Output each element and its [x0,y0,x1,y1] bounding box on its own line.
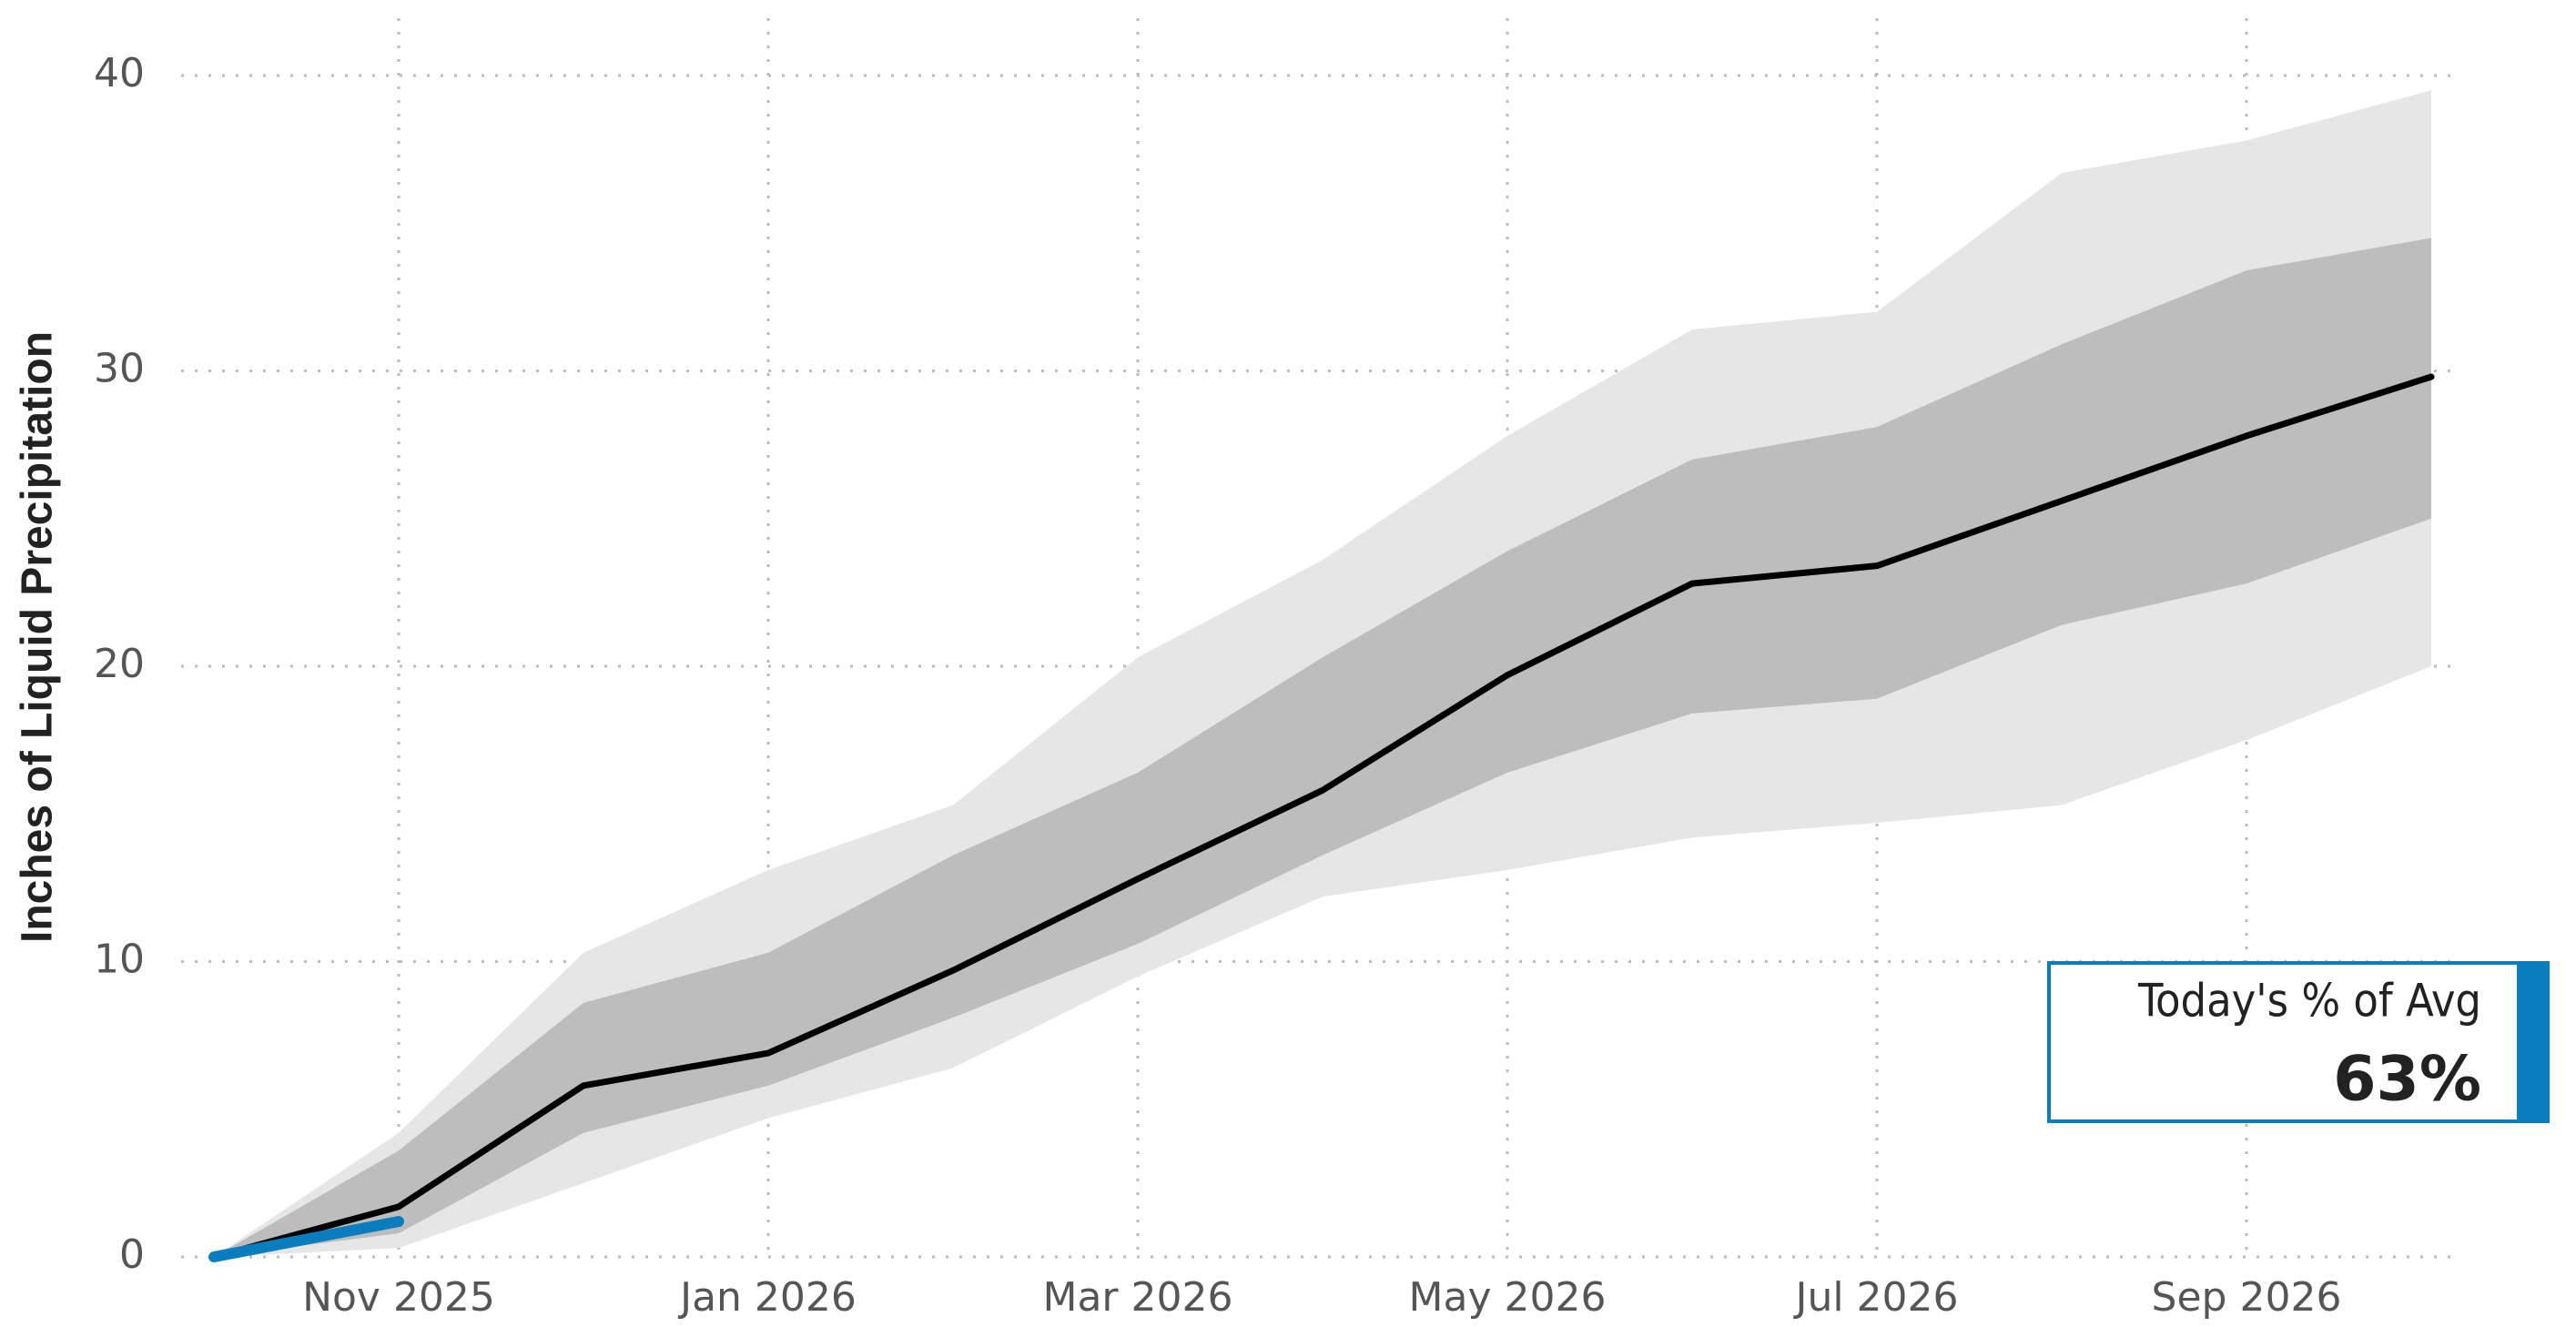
x-tick-label: Jan 2026 [677,1274,857,1321]
band [214,238,2431,1258]
callout-title: Today's % of Avg [2137,975,2481,1028]
y-axis-label: Inches of Liquid Precipitation [14,331,62,943]
line [208,1216,404,1262]
x-tick-label: May 2026 [1409,1274,1607,1321]
y-tick-label: 30 [94,346,145,392]
x-tick-label: Jul 2026 [1792,1274,1958,1321]
y-tick-label: 10 [94,937,145,983]
callout-stripe [2517,963,2550,1121]
callout-box [2047,961,2550,1123]
x-tick-label: Nov 2025 [302,1274,495,1321]
y-tick-label: 40 [94,50,145,96]
y-tick-label: 20 [94,641,145,687]
callout-value: 63% [2333,1044,2481,1116]
line [210,373,2435,1261]
x-tick-label: Sep 2026 [2152,1274,2342,1321]
x-tick-label: Mar 2026 [1043,1274,1233,1321]
y-tick-label: 0 [119,1231,145,1278]
